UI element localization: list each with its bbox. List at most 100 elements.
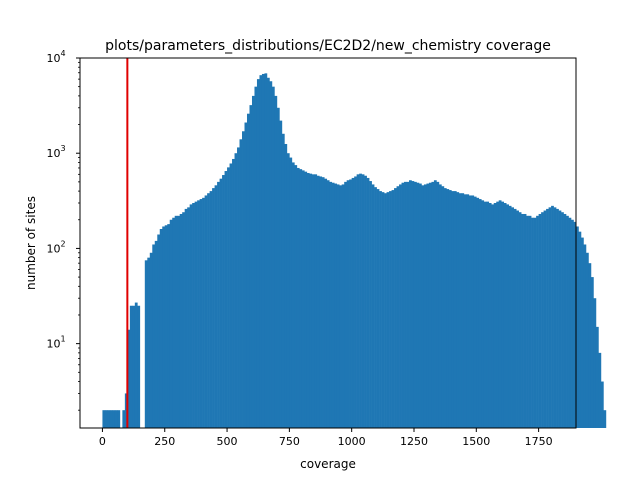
histogram-bar: [159, 228, 163, 428]
histogram-bar: [356, 174, 360, 428]
histogram-bar: [421, 185, 425, 428]
histogram-bar: [453, 191, 457, 428]
histogram-bar: [189, 204, 193, 428]
histogram-bar: [394, 188, 397, 428]
histogram-bar: [456, 192, 460, 428]
histogram-bar: [523, 213, 527, 428]
histogram-bar: [219, 178, 223, 428]
histogram-bar: [341, 184, 345, 428]
histogram-bar: [396, 186, 400, 428]
histogram-bar: [391, 190, 395, 428]
histogram-bar: [202, 197, 205, 428]
histogram-bar: [326, 180, 330, 428]
histogram-bar: [506, 204, 509, 428]
histogram-bar: [458, 193, 462, 428]
histogram-bar: [112, 410, 116, 428]
histogram-bar: [558, 210, 562, 428]
histogram-bar: [451, 191, 455, 428]
histogram-bar: [423, 184, 427, 428]
histogram-bar: [538, 213, 542, 428]
histogram-bar: [486, 201, 490, 428]
histogram-bar: [249, 105, 253, 429]
histogram-bar: [543, 210, 547, 428]
histogram-bar: [436, 181, 440, 428]
histogram-bar: [129, 305, 133, 428]
histogram-bar: [336, 184, 340, 428]
histogram-bar: [144, 260, 148, 428]
histogram-bar: [279, 120, 283, 429]
histogram-bar: [319, 176, 323, 428]
histogram-bar: [246, 113, 250, 428]
histogram-bar: [152, 244, 156, 428]
histogram-bar: [548, 207, 552, 428]
histogram-bar: [179, 213, 183, 428]
histogram-bar: [334, 183, 338, 428]
histogram-bar: [411, 181, 415, 428]
histogram-bar: [289, 157, 293, 428]
histogram-bar: [433, 180, 437, 428]
histogram-bar: [478, 199, 482, 428]
histogram-bar: [167, 224, 171, 428]
histogram-bar: [339, 185, 343, 428]
histogram-bar: [242, 131, 245, 428]
histogram-bar: [598, 352, 602, 428]
histogram-bar: [199, 199, 203, 428]
histogram-bar: [406, 181, 410, 428]
histogram-bar: [593, 298, 597, 428]
histogram-bar: [571, 219, 574, 428]
histogram-bar: [229, 163, 233, 429]
histogram-bar: [441, 186, 445, 428]
histogram-bar: [197, 200, 200, 428]
histogram-bar: [603, 410, 607, 428]
x-axis: 0 250 500 750 1000 1250 1500 1750: [99, 428, 553, 448]
histogram-bar: [541, 212, 544, 428]
y-tick-label: 103: [46, 144, 65, 160]
x-axis-label: coverage: [300, 457, 356, 471]
histogram-bar: [443, 188, 447, 428]
x-tick-label: 1000: [338, 435, 366, 448]
histogram-bar: [578, 231, 582, 428]
histogram-bar: [286, 153, 290, 428]
histogram-bar: [204, 195, 208, 428]
histogram-bar: [518, 212, 522, 428]
histogram-bar: [124, 393, 128, 428]
histogram-bar: [583, 244, 587, 428]
histogram-bar: [321, 177, 325, 428]
histogram-bar: [331, 182, 335, 428]
histogram-bar: [431, 181, 435, 428]
histogram-bar: [381, 192, 385, 428]
histogram-bar: [546, 208, 549, 428]
histogram-bar: [177, 215, 180, 428]
histogram-bar: [234, 153, 238, 428]
histogram-bar: [536, 215, 539, 428]
x-tick-label: 500: [217, 435, 238, 448]
y-tick-label: 102: [46, 239, 65, 255]
histogram-bar: [187, 207, 190, 428]
histogram-bar: [162, 226, 166, 428]
histogram-bar: [324, 178, 328, 428]
histogram-bar: [521, 213, 524, 428]
histogram-bar: [329, 181, 333, 428]
histogram-bar: [384, 193, 387, 428]
histogram-bar: [371, 184, 375, 428]
histogram-bar: [508, 205, 512, 428]
histogram-bar: [192, 203, 195, 428]
histogram-bar: [314, 174, 318, 428]
histogram-bar: [386, 192, 390, 428]
histogram-bar: [254, 86, 258, 428]
histogram-bar: [259, 75, 263, 429]
histogram-bar: [376, 189, 380, 428]
histogram-bar: [284, 143, 288, 429]
x-tick-label: 1500: [462, 435, 490, 448]
histogram-bar: [117, 410, 121, 428]
histogram-bar: [503, 203, 507, 428]
histogram-bar: [311, 174, 315, 428]
x-tick-label: 1250: [400, 435, 428, 448]
histogram-bar: [448, 190, 452, 428]
histogram-bar: [344, 181, 347, 428]
histogram-bar: [483, 201, 487, 428]
histogram-bar: [553, 207, 557, 428]
plot-frame: [79, 57, 577, 429]
histogram-bar: [585, 252, 589, 428]
histogram-bars: [102, 73, 607, 429]
